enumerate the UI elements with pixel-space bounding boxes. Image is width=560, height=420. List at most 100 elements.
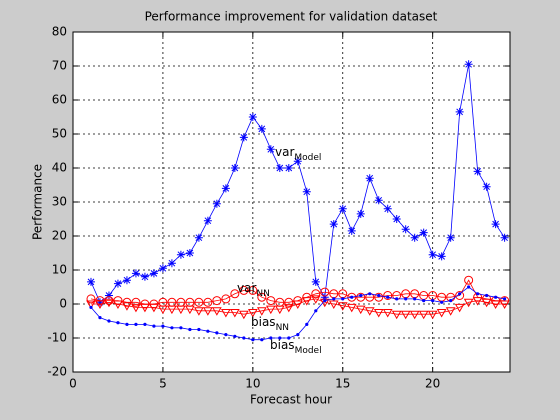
- marker: [355, 305, 366, 315]
- marker: [346, 303, 357, 313]
- marker: [104, 296, 114, 306]
- marker: [149, 303, 159, 313]
- marker: [373, 309, 384, 318]
- marker: [503, 297, 507, 301]
- marker: [131, 269, 140, 278]
- marker: [463, 298, 474, 308]
- marker: [256, 307, 267, 316]
- marker: [212, 307, 222, 316]
- annotation-subscript: NN: [256, 289, 269, 299]
- annotation-text: var: [237, 281, 256, 295]
- marker: [284, 164, 293, 172]
- axes-box: [72, 31, 511, 373]
- marker: [239, 285, 249, 295]
- marker: [203, 216, 212, 225]
- x-tick-label: 20: [425, 377, 440, 391]
- annotation-text: bias: [251, 315, 276, 329]
- marker: [341, 297, 345, 301]
- y-tick-label: -20: [47, 365, 67, 379]
- marker: [428, 250, 437, 259]
- marker: [422, 299, 426, 303]
- marker: [464, 60, 473, 69]
- marker: [107, 319, 111, 323]
- marker: [185, 305, 195, 315]
- y-tick-label: 50: [52, 127, 67, 141]
- marker: [266, 296, 276, 306]
- marker: [392, 215, 401, 223]
- annotation: biasNN: [251, 315, 289, 333]
- marker: [86, 300, 96, 310]
- marker: [311, 277, 320, 286]
- marker: [476, 292, 480, 296]
- marker: [176, 250, 185, 259]
- y-tick-label: 70: [52, 59, 67, 73]
- marker: [278, 336, 282, 340]
- marker: [239, 133, 248, 142]
- marker: [194, 297, 204, 307]
- y-tick-label: 0: [59, 297, 67, 311]
- marker: [248, 113, 257, 121]
- marker: [251, 338, 255, 342]
- y-axis-label: Performance: [31, 164, 45, 240]
- marker: [383, 291, 393, 300]
- marker: [350, 295, 354, 299]
- marker: [320, 293, 329, 302]
- marker: [176, 305, 186, 315]
- marker: [395, 297, 399, 301]
- marker: [473, 167, 482, 176]
- marker: [458, 292, 462, 296]
- marker: [436, 309, 447, 318]
- marker: [248, 285, 258, 295]
- marker: [122, 302, 132, 311]
- marker: [287, 336, 291, 340]
- marker: [455, 291, 465, 300]
- marker: [391, 310, 402, 320]
- marker: [347, 292, 357, 302]
- annotation-subscript: Model: [295, 346, 322, 356]
- marker: [377, 293, 381, 298]
- marker: [242, 336, 246, 340]
- y-tick-label: 60: [52, 93, 67, 107]
- marker: [238, 310, 249, 320]
- marker: [337, 302, 348, 311]
- marker: [140, 303, 150, 313]
- marker: [134, 322, 138, 326]
- marker: [275, 164, 284, 172]
- marker: [131, 303, 141, 313]
- marker: [161, 324, 165, 328]
- marker: [113, 279, 122, 288]
- marker: [86, 277, 95, 286]
- annotation: varNN: [237, 281, 270, 299]
- marker: [328, 300, 339, 310]
- marker: [194, 307, 204, 316]
- marker: [188, 327, 192, 332]
- marker: [113, 300, 123, 310]
- marker: [418, 310, 429, 320]
- y-tick-label: -10: [47, 331, 67, 345]
- annotation-text: bias: [270, 338, 295, 352]
- marker: [86, 294, 96, 304]
- marker: [409, 310, 420, 320]
- marker: [302, 187, 311, 196]
- marker: [364, 307, 375, 316]
- annotation-subscript: NN: [276, 323, 289, 333]
- marker: [230, 289, 240, 299]
- marker: [374, 196, 383, 205]
- marker: [158, 264, 167, 273]
- marker: [382, 309, 393, 318]
- marker: [413, 297, 417, 301]
- marker: [454, 303, 465, 313]
- marker: [194, 233, 203, 242]
- marker: [269, 336, 273, 340]
- marker: [310, 295, 321, 304]
- marker: [179, 326, 183, 330]
- marker: [125, 322, 129, 326]
- marker: [485, 293, 489, 298]
- plot-area: [73, 32, 510, 372]
- marker: [365, 174, 374, 183]
- marker: [338, 204, 347, 213]
- marker: [197, 327, 201, 332]
- marker: [221, 184, 230, 193]
- marker: [104, 291, 113, 300]
- marker: [149, 269, 158, 278]
